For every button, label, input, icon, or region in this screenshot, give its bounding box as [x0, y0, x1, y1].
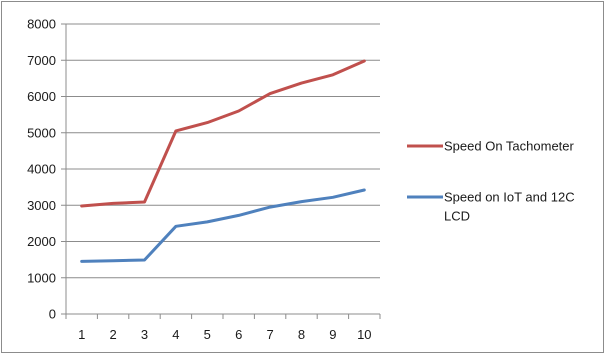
x-tick-label: 7	[266, 327, 273, 342]
x-tick-label: 5	[204, 327, 211, 342]
x-tick-label: 1	[78, 327, 85, 342]
y-tick-label: 6000	[27, 89, 56, 104]
x-tick-label: 6	[235, 327, 242, 342]
y-axis-ticks: 0 1000 2000 3000 4000 5000 6000 7000 8000	[27, 17, 56, 322]
x-tick-label: 2	[109, 327, 116, 342]
axes	[61, 23, 381, 319]
y-tick-label: 0	[49, 307, 56, 322]
x-tick-label: 4	[172, 327, 179, 342]
legend-label: Speed On Tachometer	[444, 139, 575, 154]
x-tick-label: 3	[141, 327, 148, 342]
y-tick-label: 3000	[27, 198, 56, 213]
legend: Speed On Tachometer Speed on IoT and 12C L…	[407, 139, 575, 224]
y-tick-label: 7000	[27, 53, 56, 68]
series-line-1	[80, 59, 366, 208]
y-tick-label: 5000	[27, 125, 56, 140]
legend-label: LCD	[444, 209, 470, 224]
x-axis-ticks: 1 2 3 4 5 6 7 8 9 10	[78, 327, 371, 342]
gridlines	[66, 23, 380, 279]
y-tick-label: 1000	[27, 270, 56, 285]
legend-label: Speed on IoT and 12C	[444, 190, 575, 205]
x-tick-label: 9	[329, 327, 336, 342]
y-tick-label: 4000	[27, 162, 56, 177]
x-tick-label: 8	[298, 327, 305, 342]
x-tick-label: 10	[357, 327, 371, 342]
y-tick-label: 8000	[27, 17, 56, 32]
series-lines	[80, 59, 366, 263]
series-line-2	[80, 188, 366, 263]
y-tick-label: 2000	[27, 234, 56, 249]
